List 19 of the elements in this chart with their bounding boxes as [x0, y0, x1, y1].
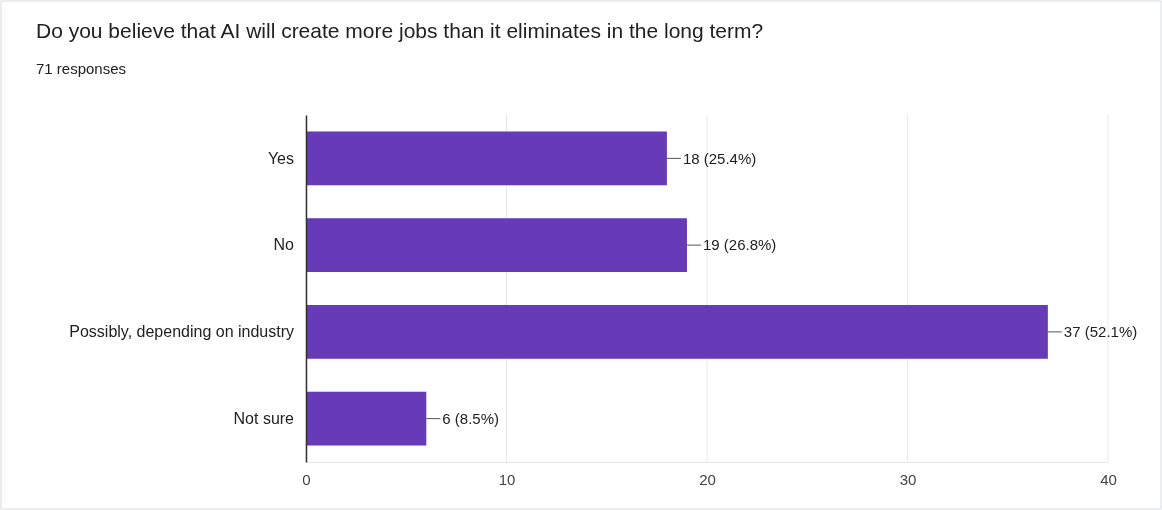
chart-title: Do you believe that AI will create more jobs than it eliminates in the long term? [36, 19, 764, 42]
y-tick-label: Not sure [233, 409, 295, 427]
data-label: 37 (52.1%) [1063, 323, 1138, 341]
x-tick-label: 30 [899, 470, 917, 488]
bar [306, 391, 427, 446]
x-tick-label: 0 [302, 470, 311, 488]
bar [306, 131, 667, 186]
x-tick-label: 40 [1100, 470, 1117, 488]
bar [306, 304, 1048, 359]
y-tick-label: No [273, 236, 295, 254]
data-label: 18 (25.4%) [682, 149, 757, 167]
x-tick-label: 20 [699, 470, 716, 488]
y-tick-label: Yes [267, 149, 294, 167]
y-tick-label: Possibly, depending on industry [69, 322, 294, 340]
bar [306, 218, 687, 273]
x-tick-label: 10 [498, 470, 516, 488]
data-label: 6 (8.5%) [442, 409, 499, 427]
data-label: 19 (26.8%) [702, 236, 777, 254]
text: 71 responses [36, 60, 127, 77]
